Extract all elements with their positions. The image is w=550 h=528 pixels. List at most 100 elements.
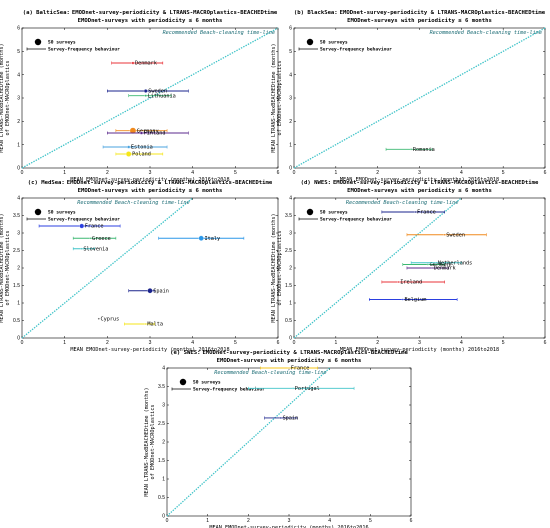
data-point-sweden: Sweden — [107, 89, 189, 95]
panel-title-line1: EMODnet-survey-periodicity & LTRANS-MACR… — [333, 180, 539, 186]
point-label: Cyprus — [101, 316, 120, 322]
y-tick-label: 4 — [17, 72, 20, 78]
plot-frame — [166, 367, 412, 517]
panel-subtitle: EMODnet-surveys with periodicity ≤ 6 mon… — [78, 188, 223, 194]
panel-tag: (e) SWES: — [170, 350, 200, 356]
point-label: Malta — [147, 322, 163, 328]
x-tick-label: 5 — [502, 340, 505, 346]
point-marker — [279, 416, 282, 420]
data-point-ireland: Ireland — [381, 280, 445, 286]
data-point-belgium: Belgium — [368, 297, 458, 303]
y-axis-label-line2: of EMODnet-MACROplastics — [277, 231, 283, 306]
chart-panel-1: (a) BalticSea: EMODnet-survey-periodicity… — [0, 10, 280, 183]
chart-panel-4: (d) NWES: EMODnet-survey-periodicity & LT… — [271, 180, 547, 353]
panel-title: (d) NWES: EMODnet-survey-periodicity & LT… — [301, 180, 539, 186]
y-tick-label: 0 — [289, 166, 292, 172]
x-tick-label: 4 — [328, 518, 331, 524]
y-axis-label: MEAN LTRANS-MaxBEACHEDtime (months)of EM… — [0, 213, 11, 322]
point-label: Netherlands — [438, 260, 472, 266]
point-label: France — [417, 210, 436, 216]
point-marker — [147, 288, 153, 294]
x-tick-label: 6 — [544, 170, 547, 176]
y-tick-label: 1 — [289, 142, 292, 148]
panel-title-line1: EMODnet-survey-periodicity & LTRANS-MACR… — [340, 10, 546, 16]
data-point-spain: Spain — [128, 288, 169, 294]
x-tick-label: 2 — [247, 518, 250, 524]
legend-size-marker — [34, 38, 42, 46]
panel-title: (c) MedSea: EMODnet-survey-periodicity & … — [28, 180, 273, 186]
data-point-france: France — [381, 210, 445, 216]
legend-size-label: 50 surveys — [320, 40, 348, 46]
y-tick-label: 2 — [162, 440, 165, 446]
point-marker — [287, 366, 291, 370]
data-point-romania: Romania — [385, 147, 435, 153]
legend-size-label: 50 surveys — [48, 40, 76, 46]
y-tick-label: 3.5 — [13, 213, 20, 219]
y-tick-label: 0 — [17, 166, 20, 172]
y-tick-label: 1.5 — [158, 458, 165, 464]
y-tick-label: 6 — [289, 26, 292, 32]
recommended-timeline-label: Recommended Beach-cleaning time-line — [430, 30, 542, 36]
recommended-timeline-label: Recommended Beach-cleaning time-line — [346, 200, 458, 206]
panel-subtitle: EMODnet-surveys with periodicity ≤ 6 mon… — [347, 188, 492, 194]
point-marker — [430, 266, 434, 270]
point-label: Denmark — [135, 61, 158, 67]
legend-bar-label: Survey-frequency behaviour — [48, 217, 120, 223]
x-tick-label: 5 — [369, 518, 372, 524]
x-tick-label: 1 — [334, 340, 337, 346]
legend-bar-label: Survey-frequency behaviour — [193, 387, 265, 393]
panel-subtitle: EMODnet-surveys with periodicity ≤ 6 mon… — [78, 18, 223, 24]
y-axis-label-line1: MEAN LTRANS-MaxBEACHEDtime (months) — [0, 213, 5, 322]
point-label: Finland — [144, 131, 166, 137]
point-label: Spain — [283, 416, 299, 422]
panel-tag: (d) NWES: — [301, 180, 331, 186]
y-tick-label: 0.5 — [158, 495, 165, 501]
x-tick-label: 6 — [410, 518, 413, 524]
point-label: Estonia — [131, 145, 153, 151]
y-tick-label: 3 — [162, 403, 165, 409]
y-tick-label: 3 — [17, 231, 20, 237]
legend-size-marker — [306, 38, 314, 46]
point-label: France — [85, 224, 104, 230]
chart-panel-5: (e) SWES: EMODnet-survey-periodicity & LT… — [144, 350, 413, 528]
legend-size-marker — [34, 208, 42, 216]
y-tick-label: 4 — [289, 196, 292, 202]
x-tick-label: 5 — [502, 170, 505, 176]
data-point-denmark: Denmark — [406, 266, 456, 272]
x-tick-label: 0 — [166, 518, 169, 524]
data-point-france: France — [38, 224, 121, 230]
x-axis-label: MEAN EMODnet-survey-periodicity (months)… — [340, 347, 499, 353]
data-point-sweden: Sweden — [406, 232, 487, 238]
point-marker — [426, 263, 429, 266]
point-label: Slovenia — [83, 246, 108, 252]
legend-size-marker — [179, 378, 187, 386]
y-tick-label: 3.5 — [285, 213, 292, 219]
point-marker — [292, 387, 295, 390]
point-label: Italy — [204, 236, 220, 242]
point-label: Germany — [430, 262, 452, 268]
x-tick-label: 3 — [149, 340, 152, 346]
y-tick-label: 0 — [17, 336, 20, 342]
legend-bar-label: Survey-frequency behaviour — [320, 47, 392, 53]
x-tick-label: 3 — [149, 170, 152, 176]
x-tick-label: 5 — [234, 170, 237, 176]
point-marker — [131, 61, 135, 65]
x-tick-label: 0 — [21, 340, 24, 346]
recommended-timeline-label: Recommended Beach-cleaning time-line — [163, 30, 275, 36]
x-tick-label: 2 — [376, 170, 379, 176]
point-marker — [397, 280, 400, 284]
y-tick-label: 5 — [17, 49, 20, 55]
panel-tag: (c) MedSea: — [28, 180, 65, 186]
point-label: Romania — [413, 147, 435, 153]
x-tick-label: 6 — [277, 170, 280, 176]
point-marker — [410, 148, 413, 151]
point-label: Sweden — [148, 89, 167, 95]
panel-tag: (b) BlackSea: — [294, 10, 338, 16]
x-axis-label: MEAN EMODnet-survey-periodicity (months)… — [209, 525, 368, 528]
x-tick-label: 2 — [376, 340, 379, 346]
point-marker — [198, 235, 204, 241]
point-marker — [443, 233, 446, 236]
point-label: Ireland — [400, 280, 422, 286]
x-tick-label: 3 — [418, 170, 421, 176]
x-tick-label: 3 — [288, 518, 291, 524]
